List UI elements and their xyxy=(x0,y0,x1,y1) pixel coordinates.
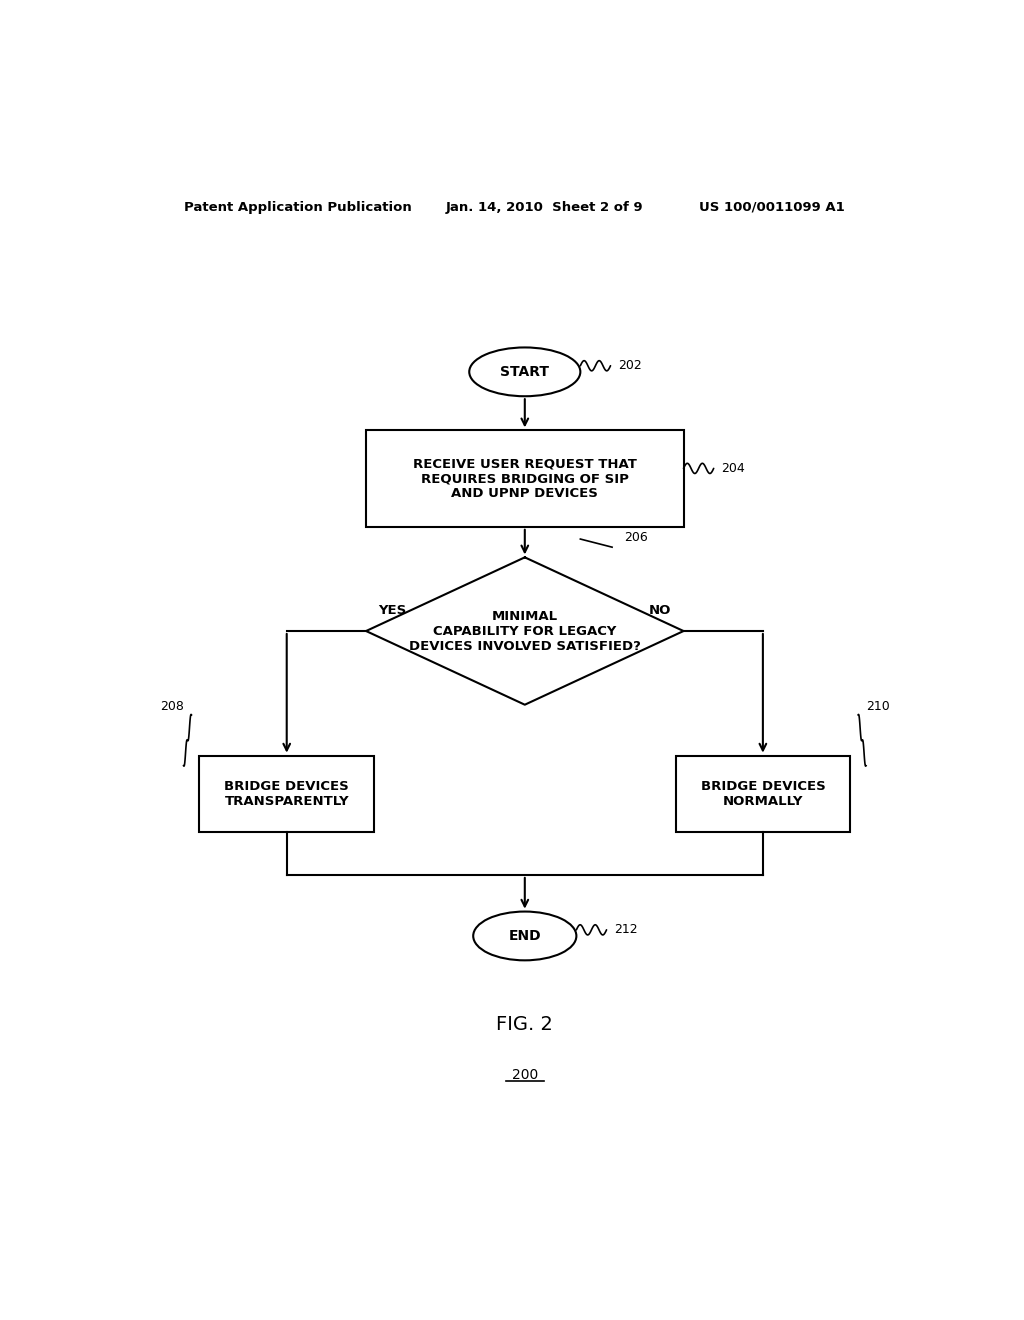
Text: 208: 208 xyxy=(160,700,183,713)
Text: END: END xyxy=(509,929,541,942)
Text: 200: 200 xyxy=(512,1068,538,1082)
Text: Jan. 14, 2010  Sheet 2 of 9: Jan. 14, 2010 Sheet 2 of 9 xyxy=(445,201,643,214)
Text: 204: 204 xyxy=(722,462,745,475)
Bar xyxy=(676,755,850,832)
Text: 206: 206 xyxy=(624,531,648,544)
Text: 202: 202 xyxy=(618,359,642,372)
Text: YES: YES xyxy=(378,603,407,616)
Text: MINIMAL
CAPABILITY FOR LEGACY
DEVICES INVOLVED SATISFIED?: MINIMAL CAPABILITY FOR LEGACY DEVICES IN… xyxy=(409,610,641,652)
Text: BRIDGE DEVICES
TRANSPARENTLY: BRIDGE DEVICES TRANSPARENTLY xyxy=(224,780,349,808)
Text: US 100/0011099 A1: US 100/0011099 A1 xyxy=(699,201,845,214)
Bar xyxy=(200,755,374,832)
Text: NO: NO xyxy=(649,603,672,616)
Text: Patent Application Publication: Patent Application Publication xyxy=(183,201,412,214)
Text: FIG. 2: FIG. 2 xyxy=(497,1015,553,1034)
Bar xyxy=(367,430,684,527)
Text: START: START xyxy=(501,364,549,379)
Text: RECEIVE USER REQUEST THAT
REQUIRES BRIDGING OF SIP
AND UPNP DEVICES: RECEIVE USER REQUEST THAT REQUIRES BRIDG… xyxy=(413,457,637,500)
Text: 212: 212 xyxy=(614,924,638,936)
Text: 210: 210 xyxy=(866,700,890,713)
Text: BRIDGE DEVICES
NORMALLY: BRIDGE DEVICES NORMALLY xyxy=(700,780,825,808)
